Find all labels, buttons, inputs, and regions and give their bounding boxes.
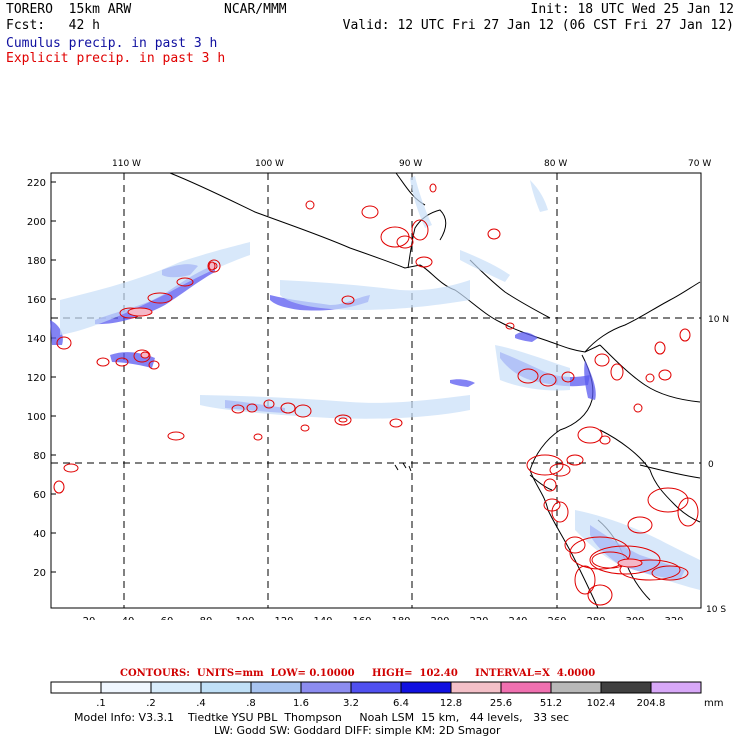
y-tick: 140 [27, 334, 46, 345]
colorbar-swatch [250, 681, 302, 694]
colorbar-swatches [50, 681, 702, 694]
lat-label-10n: 10 N [708, 315, 729, 325]
y-axis-ticks: 220 200 180 160 140 120 100 80 60 40 20 [27, 178, 46, 579]
x-tick: 240 [508, 616, 527, 620]
colorbar-labels: .1 .2 .4 .8 1.6 3.2 6.4 12.8 25.6 51.2 102.4 204.8 [96, 698, 665, 708]
y-tick: 160 [27, 295, 46, 306]
colorbar-swatch [50, 681, 102, 694]
colorbar-swatch [400, 681, 452, 694]
colorbar-label: 204.8 [637, 698, 666, 708]
explicit-legend-label: Explicit precip. in past 3 h [6, 51, 226, 66]
colorbar-label: .4 [196, 698, 206, 708]
x-tick: 220 [469, 616, 488, 620]
x-tick: 320 [664, 616, 683, 620]
explicit-precip-contours [53, 183, 699, 606]
colorbar-swatch [300, 681, 352, 694]
x-tick: 120 [274, 616, 293, 620]
x-tick: 300 [625, 616, 644, 620]
colorbar: .1.2.4.8 1.6 3.2 6.4 12.8 25.6 51.2 102.4 204.8 … [50, 681, 723, 708]
y-tick: 80 [33, 451, 46, 462]
colorbar-swatch [650, 681, 702, 694]
model-physics-line: LW: Godd SW: Goddard DIFF: simple KM: 2D… [214, 724, 501, 737]
colorbar-swatch [550, 681, 602, 694]
forecast-hour: Fcst: 42 h [6, 18, 100, 33]
y-tick: 40 [33, 529, 46, 540]
colorbar-label: .2 [146, 698, 156, 708]
x-tick: 160 [352, 616, 371, 620]
colorbar-swatch [450, 681, 502, 694]
explicit-precip-cores [127, 261, 643, 568]
longitude-labels: 110 W 100 W 90 W 80 W 70 W [112, 159, 711, 169]
organization-label: NCAR/MMM [224, 2, 287, 17]
colorbar-label: 51.2 [540, 698, 562, 708]
lon-label-110w: 110 W [112, 159, 141, 169]
valid-time: Valid: 12 UTC Fri 27 Jan 12 (06 CST Fri … [342, 18, 734, 33]
model-info-line: Model Info: V3.3.1 Tiedtke YSU PBL Thomp… [74, 711, 570, 724]
lat-label-10s: 10 S [706, 605, 726, 615]
y-tick: 180 [27, 256, 46, 267]
colorbar-swatch [150, 681, 202, 694]
x-axis-ticks: 20 40 60 80 100 120 140 160 180 200 220 … [83, 616, 684, 620]
colorbar-label: .8 [246, 698, 256, 708]
colorbar-swatch [350, 681, 402, 694]
y-tick: 100 [27, 412, 46, 423]
precipitation-map: 110 W 100 W 90 W 80 W 70 W 10 N 0 10 S 2… [27, 159, 729, 620]
y-tick: 20 [33, 568, 46, 579]
x-tick: 140 [313, 616, 332, 620]
model-name: TORERO 15km ARW [6, 2, 132, 17]
latitude-labels: 10 N 0 10 S [706, 315, 729, 615]
x-tick: 280 [586, 616, 605, 620]
colorbar-label: 12.8 [440, 698, 462, 708]
y-tick: 120 [27, 373, 46, 384]
colorbar-label: 1.6 [293, 698, 309, 708]
y-tick: 60 [33, 490, 46, 501]
lat-label-0: 0 [708, 460, 714, 470]
colorbar-swatch [500, 681, 552, 694]
lon-label-90w: 90 W [399, 159, 422, 169]
x-tick: 180 [391, 616, 410, 620]
x-tick: 40 [122, 616, 135, 620]
x-tick: 20 [83, 616, 96, 620]
x-tick: 260 [547, 616, 566, 620]
colorbar-label: 102.4 [587, 698, 616, 708]
colorbar-label: 25.6 [490, 698, 512, 708]
colorbar-label: 6.4 [393, 698, 409, 708]
colorbar-swatch [200, 681, 252, 694]
lon-label-70w: 70 W [688, 159, 711, 169]
x-tick: 100 [235, 616, 254, 620]
x-tick: 80 [200, 616, 213, 620]
contours-caption: CONTOURS: UNITS=mm LOW= 0.10000 HIGH= 10… [120, 668, 596, 679]
colorbar-label: 3.2 [343, 698, 359, 708]
colorbar-units: mm [704, 698, 723, 708]
lon-label-80w: 80 W [544, 159, 567, 169]
cumulus-legend-label: Cumulus precip. in past 3 h [6, 36, 218, 51]
lon-label-100w: 100 W [255, 159, 284, 169]
x-tick: 200 [430, 616, 449, 620]
init-time: Init: 18 UTC Wed 25 Jan 12 [530, 2, 735, 17]
colorbar-swatch [100, 681, 152, 694]
y-tick: 200 [27, 217, 46, 228]
colorbar-label: .1 [96, 698, 106, 708]
x-tick: 60 [161, 616, 174, 620]
colorbar-swatch [600, 681, 652, 694]
y-tick: 220 [27, 178, 46, 189]
cumulus-light-areas [60, 176, 700, 590]
